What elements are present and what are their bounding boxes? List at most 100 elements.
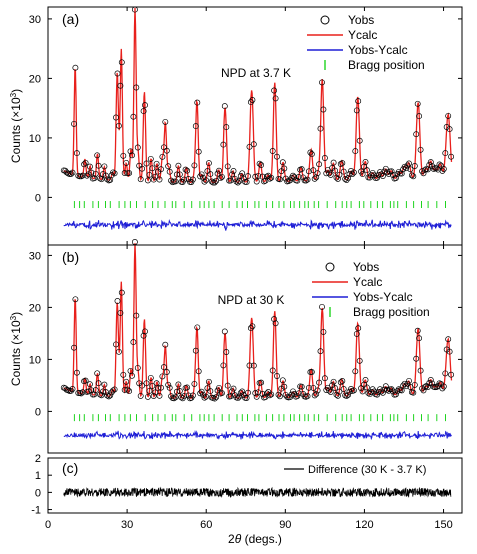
yobs-point	[85, 171, 92, 178]
yobs-point	[430, 165, 437, 172]
yobs-point	[353, 107, 360, 114]
yobs-point	[271, 87, 278, 94]
yobs-point	[117, 82, 124, 89]
yobs-point	[371, 388, 378, 395]
yobs-point	[345, 175, 352, 182]
yobs-point	[440, 166, 447, 172]
yobs-point	[308, 151, 315, 158]
x-tick-label: 60	[200, 519, 212, 531]
legend-entry: Ycalc	[353, 275, 382, 289]
yobs-point	[290, 172, 296, 179]
yobs-point	[197, 173, 204, 180]
yobs-point	[88, 387, 95, 394]
yobs-point	[221, 328, 228, 335]
yobs-point	[433, 165, 440, 172]
yobs-point	[86, 163, 93, 170]
y-tick-label: 0	[35, 406, 41, 418]
yobs-point	[392, 175, 399, 181]
yobs-point	[343, 392, 350, 399]
yobs-point	[308, 369, 315, 375]
yobs-point	[178, 394, 185, 401]
yobs-point	[332, 167, 338, 174]
yobs-point	[118, 289, 125, 296]
yobs-point	[404, 162, 411, 169]
yobs-point	[406, 160, 412, 167]
yobs-point	[352, 148, 359, 155]
yobs-point	[176, 171, 183, 178]
yobs-point	[175, 162, 182, 169]
yobs-point	[97, 175, 104, 182]
yobs-point	[340, 168, 347, 175]
yobs-point	[374, 391, 381, 398]
yobs-point	[403, 165, 410, 172]
yobs-point	[102, 172, 109, 179]
yobs-point	[363, 167, 370, 174]
yobs-point	[144, 393, 151, 400]
yobs-point	[268, 391, 275, 398]
x-axis-label: 2θ (degs.)	[228, 532, 282, 546]
yobs-point	[115, 348, 122, 355]
yobs-point	[153, 160, 160, 167]
yobs-point	[363, 384, 370, 391]
yobs-point	[413, 131, 420, 138]
yobs-point	[378, 388, 385, 395]
yobs-point	[279, 377, 286, 384]
yobs-point	[294, 177, 301, 184]
yobs-point	[442, 150, 449, 157]
yobs-point	[213, 394, 220, 401]
yobs-point	[416, 113, 423, 120]
legend-yobs-symbol	[320, 15, 330, 25]
yobs-point	[330, 378, 337, 385]
yobs-point	[217, 175, 224, 182]
yobs-point	[448, 153, 455, 160]
yobs-point	[326, 387, 333, 394]
panel-label: (b)	[62, 249, 79, 265]
yobs-point	[142, 102, 148, 109]
yobs-point	[253, 178, 260, 185]
yobs-point	[198, 388, 205, 395]
y-tick-label: -1	[31, 505, 41, 517]
yobs-point	[163, 369, 170, 375]
yobs-point	[147, 155, 154, 162]
yobs-point	[448, 371, 455, 378]
yobs-point	[422, 166, 428, 173]
yobs-point	[220, 362, 227, 369]
yobs-point	[272, 95, 279, 102]
yobs-point	[258, 162, 265, 168]
yobs-point	[121, 170, 128, 176]
yobs-point	[316, 161, 323, 168]
yobs-point	[156, 392, 163, 399]
yobs-point	[436, 380, 443, 387]
yobs-point	[424, 384, 431, 390]
yobs-point	[218, 173, 225, 180]
yobs-point	[362, 377, 369, 383]
yobs-point	[294, 393, 301, 400]
yobs-point	[304, 176, 311, 183]
yobs-point	[181, 393, 188, 400]
yobs-point	[137, 176, 144, 183]
yobs-point	[416, 335, 423, 342]
yobs-point	[250, 141, 257, 148]
yobs-point	[422, 384, 428, 390]
yobs-point	[133, 84, 140, 91]
yobs-point	[275, 391, 282, 398]
yobs-point	[350, 387, 357, 394]
yobs-point	[243, 179, 250, 186]
yobs-point	[336, 388, 343, 395]
yobs-point	[314, 387, 321, 394]
yobs-point	[115, 122, 122, 129]
yobs-point	[123, 378, 130, 385]
yobs-point	[224, 382, 231, 389]
yobs-point	[203, 177, 209, 184]
yobs-point	[404, 380, 411, 387]
yobs-point	[205, 160, 212, 167]
legend-entry: Yobs-Ycalc	[353, 290, 413, 304]
yobs-point	[414, 327, 421, 334]
yobs-point	[255, 172, 262, 179]
legend-entry: Ycalc	[348, 28, 377, 42]
yobs-point	[342, 176, 349, 182]
yobs-point	[258, 379, 265, 386]
yobs-point	[362, 159, 369, 165]
yobs-point	[82, 377, 89, 384]
yobs-point	[76, 173, 83, 180]
